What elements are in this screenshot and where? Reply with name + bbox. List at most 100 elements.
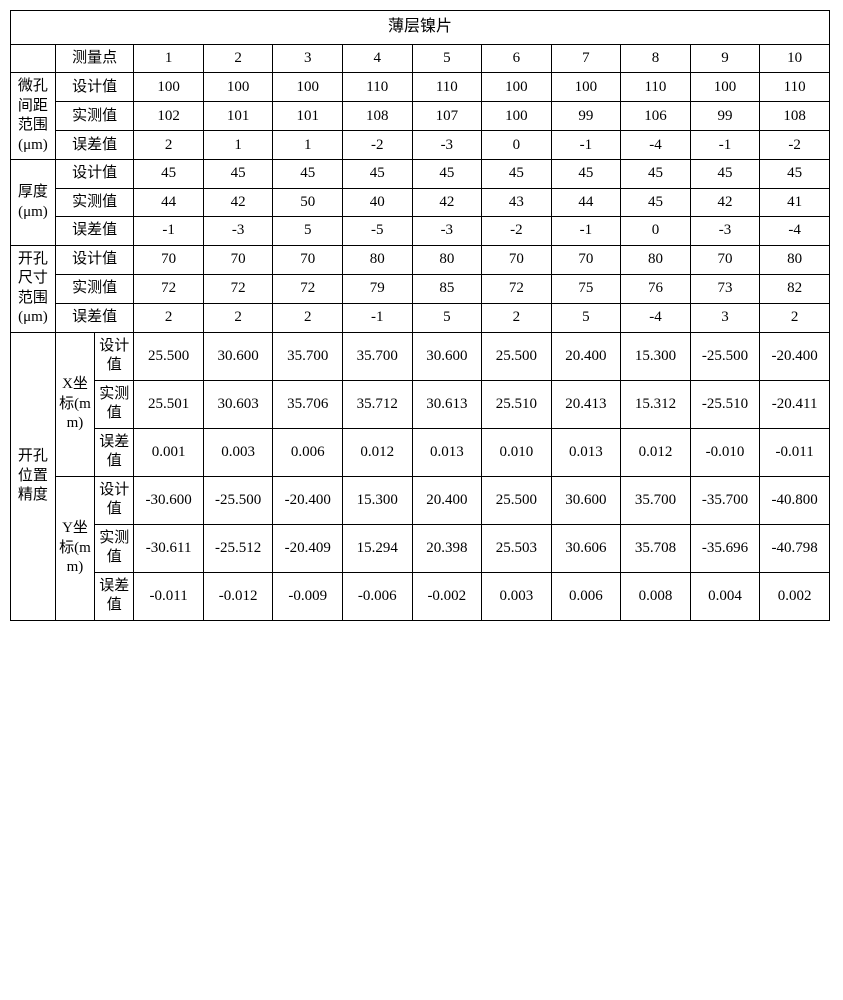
col-1: 1 [134,44,204,73]
cell: -4 [621,303,691,332]
g4-x-name: X坐标(mm) [55,332,94,476]
g4-y-r3-label: 误差值 [95,572,134,620]
g3-name: 开孔尺寸范围(μm) [11,245,56,332]
cell: 40 [343,188,413,217]
g1-r2-label: 实测值 [55,102,134,131]
g2-r1-label: 设计值 [55,160,134,189]
cell: 0.003 [203,428,273,476]
cell: 30.600 [412,332,482,380]
cell: 25.503 [482,524,552,572]
cell: 108 [760,102,830,131]
cell: 35.700 [273,332,343,380]
cell: 50 [273,188,343,217]
cell: -3 [203,217,273,246]
cell: 110 [343,73,413,102]
cell: -25.500 [690,332,760,380]
g4-y-name: Y坐标(mm) [55,476,94,620]
cell: 5 [551,303,621,332]
cell: 45 [273,160,343,189]
cell: -2 [343,131,413,160]
cell: 35.712 [343,380,413,428]
cell: 44 [134,188,204,217]
g4-x-r3-label: 误差值 [95,428,134,476]
cell: 0.006 [273,428,343,476]
cell: 2 [482,303,552,332]
col-3: 3 [273,44,343,73]
cell: 25.500 [134,332,204,380]
cell: -20.400 [760,332,830,380]
cell: 25.501 [134,380,204,428]
cell: 2 [273,303,343,332]
cell: 100 [134,73,204,102]
cell: -1 [134,217,204,246]
cell: 0.010 [482,428,552,476]
cell: -35.700 [690,476,760,524]
cell: 3 [690,303,760,332]
cell: 100 [551,73,621,102]
cell: 110 [760,73,830,102]
blank-cell [11,44,56,73]
g4-name: 开孔位置精度 [11,332,56,620]
cell: 110 [412,73,482,102]
g1-r1-label: 设计值 [55,73,134,102]
cell: 45 [690,160,760,189]
cell: 20.398 [412,524,482,572]
cell: -0.010 [690,428,760,476]
cell: -20.400 [273,476,343,524]
cell: 45 [134,160,204,189]
cell: 70 [690,245,760,274]
cell: 35.700 [621,476,691,524]
cell: -30.611 [134,524,204,572]
cell: 30.603 [203,380,273,428]
cell: 15.300 [621,332,691,380]
cell: -1 [551,131,621,160]
cell: 70 [273,245,343,274]
cell: 70 [482,245,552,274]
g4-x-r1-label: 设计值 [95,332,134,380]
cell: 42 [690,188,760,217]
cell: 0.013 [551,428,621,476]
cell: 0.003 [482,572,552,620]
cell: 70 [551,245,621,274]
table-title: 薄层镍片 [11,11,830,45]
cell: 99 [690,102,760,131]
g1-r3-label: 误差值 [55,131,134,160]
cell: 1 [203,131,273,160]
g2-name: 厚度(μm) [11,160,56,246]
g3-r2-label: 实测值 [55,274,134,303]
cell: 80 [343,245,413,274]
cell: 70 [134,245,204,274]
g1-name: 微孔间距范围(μm) [11,73,56,160]
cell: -3 [412,131,482,160]
cell: -1 [551,217,621,246]
cell: -25.500 [203,476,273,524]
cell: 2 [134,131,204,160]
cell: 72 [203,274,273,303]
cell: 30.606 [551,524,621,572]
cell: -0.006 [343,572,413,620]
cell: 108 [343,102,413,131]
cell: -35.696 [690,524,760,572]
cell: 0 [482,131,552,160]
cell: 45 [343,160,413,189]
data-table: 薄层镍片 测量点 1 2 3 4 5 6 7 8 9 10 微孔间距范围(μm)… [10,10,830,621]
cell: 0.013 [412,428,482,476]
g3-r3-label: 误差值 [55,303,134,332]
cell: -0.011 [760,428,830,476]
cell: -3 [412,217,482,246]
cell: 0.001 [134,428,204,476]
cell: -2 [482,217,552,246]
cell: 75 [551,274,621,303]
cell: 35.700 [343,332,413,380]
cell: 15.294 [343,524,413,572]
cell: 107 [412,102,482,131]
cell: 42 [412,188,482,217]
cell: 100 [482,102,552,131]
cell: 1 [273,131,343,160]
g2-r3-label: 误差值 [55,217,134,246]
cell: 102 [134,102,204,131]
cell: -2 [760,131,830,160]
cell: 2 [760,303,830,332]
cell: -25.512 [203,524,273,572]
col-5: 5 [412,44,482,73]
